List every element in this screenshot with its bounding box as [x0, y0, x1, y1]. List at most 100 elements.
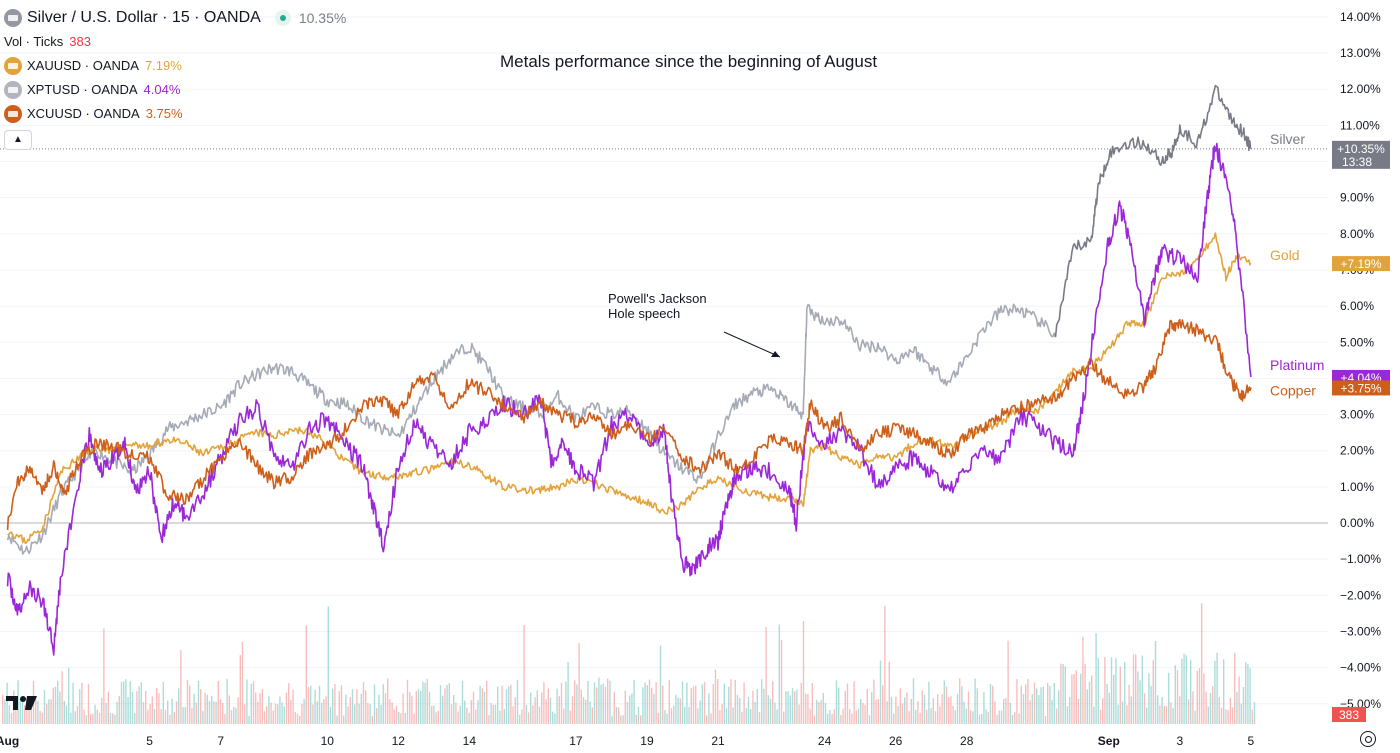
volume-bar	[835, 680, 838, 724]
volume-bar	[226, 678, 228, 724]
volume-bar	[890, 696, 893, 724]
platinum-icon	[4, 81, 22, 99]
volume-bar	[1253, 702, 1256, 724]
series-line-copper	[6, 318, 1252, 530]
volume-bar	[978, 714, 981, 724]
volume-bar	[175, 701, 178, 724]
volume-bar	[131, 691, 134, 724]
volume-bar	[928, 681, 930, 724]
volume-bar	[1033, 682, 1036, 724]
volume-bar	[985, 709, 987, 724]
volume-bar	[915, 709, 917, 724]
volume-bar	[1053, 683, 1055, 724]
volume-bar	[98, 712, 101, 724]
volume-bar	[1236, 691, 1238, 724]
volume-bar	[336, 715, 338, 724]
volume-bar	[76, 705, 79, 724]
volume-bar	[813, 715, 816, 724]
volume-bar	[1198, 668, 1201, 724]
y-tick-label: 14.00%	[1340, 10, 1381, 24]
collapse-legend-button[interactable]: ▲	[4, 130, 32, 150]
volume-bar	[426, 678, 428, 724]
volume-bar	[87, 683, 90, 724]
volume-bar	[1007, 640, 1009, 724]
volume-bar	[1049, 685, 1051, 724]
volume-bar	[692, 686, 695, 724]
volume-bar	[402, 693, 404, 724]
volume-bar	[1157, 695, 1159, 724]
volume-bar	[103, 628, 105, 724]
volume-bar	[1075, 670, 1077, 724]
volume-bar	[818, 702, 820, 724]
symbol-title[interactable]: Silver / U.S. Dollar · 15 · OANDA	[27, 9, 261, 26]
volume-bar	[255, 692, 257, 724]
compare-value: 7.19%	[144, 58, 182, 73]
volume-bar	[974, 678, 976, 724]
volume-bar	[864, 704, 866, 724]
volume-bar	[923, 694, 926, 724]
volume-bar	[239, 655, 241, 724]
volume-bar	[79, 689, 81, 724]
volume-bar	[516, 680, 519, 724]
main-symbol-row[interactable]: Silver / U.S. Dollar · 15 · OANDA 10.35%	[4, 6, 346, 30]
volume-bar	[827, 713, 829, 724]
volume-bar	[972, 711, 974, 724]
volume-bar	[1014, 712, 1016, 724]
settings-gear-icon[interactable]	[1360, 731, 1376, 747]
volume-bar	[910, 698, 912, 724]
volume-bar	[998, 710, 1000, 724]
volume-bar	[358, 703, 360, 724]
volume-bar	[503, 709, 505, 724]
volume-bar	[296, 713, 299, 724]
volume-bar	[1036, 688, 1038, 724]
volume-bar	[431, 705, 433, 724]
compare-row-copper[interactable]: XCUUSD · OANDA 3.75%	[4, 102, 346, 126]
volume-bar	[868, 715, 871, 724]
volume-bar	[499, 710, 501, 724]
volume-bar	[109, 713, 112, 724]
volume-bar	[763, 688, 765, 724]
market-status-icon[interactable]	[274, 10, 291, 26]
volume-bar	[398, 712, 400, 724]
volume-bar	[901, 703, 904, 724]
volume-bar	[664, 710, 666, 724]
volume-bar	[578, 643, 580, 724]
tradingview-logo-icon[interactable]	[6, 694, 38, 712]
volume-bar	[222, 702, 224, 724]
volume-bar	[61, 671, 63, 724]
volume-bar	[48, 699, 50, 724]
volume-bar	[65, 705, 68, 724]
volume-bar	[895, 696, 897, 724]
volume-bar	[732, 707, 734, 724]
volume-bar	[1249, 668, 1251, 724]
series-end-label: Platinum	[1270, 357, 1324, 373]
volume-bar	[389, 699, 391, 724]
volume-bar	[1077, 698, 1080, 724]
x-tick-label: 3	[1177, 734, 1184, 748]
volume-bar	[325, 696, 327, 724]
volume-bar	[26, 699, 28, 724]
volume-bar	[833, 709, 835, 724]
volume-bar	[688, 706, 690, 724]
volume-bar	[1132, 654, 1135, 724]
volume-bar	[299, 715, 301, 724]
volume-bar	[769, 698, 772, 724]
chevron-up-icon: ▲	[13, 134, 23, 145]
volume-bar	[651, 687, 653, 724]
compare-row-platinum[interactable]: XPTUSD · OANDA 4.04%	[4, 78, 346, 102]
volume-bar	[470, 700, 472, 724]
volume-row[interactable]: Vol · Ticks 383	[4, 30, 346, 54]
volume-bar	[615, 707, 618, 724]
volume-bar	[703, 682, 706, 724]
volume-bar	[169, 714, 171, 724]
volume-bar	[224, 714, 226, 724]
volume-bar	[142, 701, 145, 724]
volume-bar	[215, 701, 217, 724]
volume-bar	[941, 694, 943, 724]
compare-row-gold[interactable]: XAUUSD · OANDA 7.19%	[4, 54, 346, 78]
volume-bar	[112, 713, 114, 724]
volume-bar	[492, 704, 494, 724]
volume-bar	[697, 708, 699, 724]
volume-bar	[228, 695, 230, 724]
